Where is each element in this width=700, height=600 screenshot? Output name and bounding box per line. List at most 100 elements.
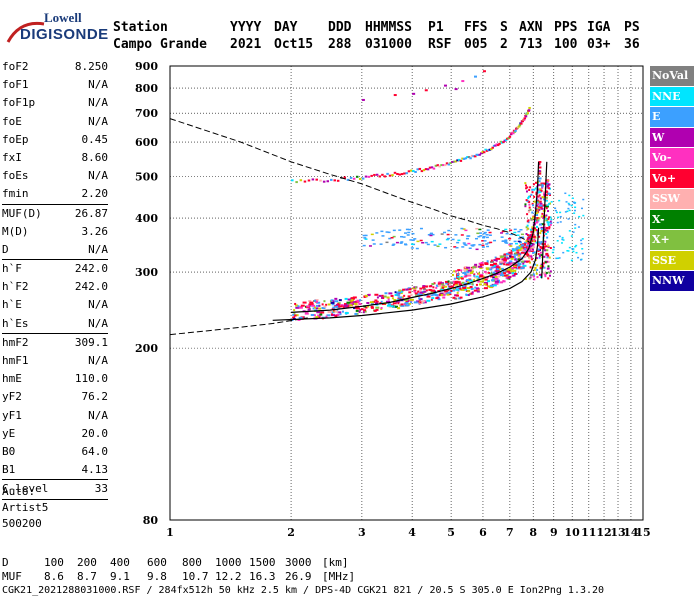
param-name: yF2 (2, 390, 22, 404)
mufrow-value: 9.8 (147, 570, 167, 583)
legend-item-noval: NoVal (650, 66, 694, 87)
param-value: N/A (88, 316, 108, 330)
echo-point (408, 291, 412, 294)
echo-point (514, 263, 518, 266)
echo-point (488, 148, 492, 151)
echo-point (308, 303, 313, 306)
echo-point (542, 198, 545, 201)
echo-point (499, 267, 502, 270)
echo-point (539, 197, 542, 200)
echo-point (357, 300, 361, 303)
echo-point (567, 202, 570, 205)
echo-point (501, 258, 505, 261)
echo-point (581, 248, 584, 250)
echo-point (473, 274, 476, 277)
echo-point (396, 294, 400, 297)
y-tick-label: 300 (135, 266, 158, 279)
legend-item-vo: Vo+ (650, 168, 694, 189)
echo-point (426, 243, 430, 246)
echo-point (313, 314, 316, 317)
echo-point (440, 294, 444, 297)
echo-point (534, 214, 539, 217)
echo-point (538, 194, 541, 197)
echo-point (504, 269, 507, 272)
param-value: 242.0 (74, 262, 108, 276)
echo-point (542, 245, 546, 248)
echo-point (460, 269, 463, 272)
echo-point (506, 137, 509, 140)
echo-point (315, 178, 318, 181)
echo-point (361, 177, 365, 180)
echo-point (375, 300, 379, 303)
echo-point (396, 293, 400, 296)
echo-point (542, 262, 545, 265)
echo-point (402, 288, 406, 291)
echo-point (479, 280, 484, 283)
echo-point (484, 262, 489, 265)
echo-point (566, 210, 569, 213)
echo-point (438, 293, 441, 296)
echo-point (542, 265, 545, 268)
echo-point (506, 269, 511, 272)
echo-point (537, 177, 542, 180)
echo-point (535, 212, 538, 215)
echo-point (518, 124, 522, 127)
echo-point (464, 288, 468, 291)
echo-point (456, 281, 461, 284)
echo-point (517, 240, 521, 243)
echo-point (333, 179, 337, 182)
echo-point (528, 106, 531, 109)
echo-point (485, 272, 489, 275)
echo-point (445, 238, 449, 241)
echo-point (378, 175, 382, 178)
echo-point (467, 294, 470, 297)
echo-point (353, 302, 356, 305)
drow-label: D (2, 556, 9, 569)
echo-point (307, 179, 311, 182)
echo-point (481, 246, 485, 248)
echo-point (292, 316, 296, 319)
echo-point (481, 150, 484, 153)
param-separator (2, 203, 108, 205)
echo-point (490, 148, 493, 151)
echo-point (363, 295, 366, 298)
echo-point (479, 263, 484, 266)
echo-point (568, 194, 571, 197)
echo-point (476, 290, 480, 293)
echo-point (460, 227, 464, 230)
echo-point (564, 192, 567, 195)
param-name: M(D) (2, 224, 29, 238)
echo-point (531, 188, 534, 191)
echo-point (397, 307, 401, 310)
echo-point (299, 179, 303, 182)
echo-point (475, 153, 479, 156)
echo-point (525, 187, 528, 190)
echo-point (443, 164, 447, 167)
echo-point (527, 243, 531, 246)
echo-point (424, 89, 428, 92)
echo-point (449, 293, 452, 296)
echo-point (417, 290, 420, 293)
echo-point (406, 234, 410, 236)
mufrow-value: 10.7 (182, 570, 209, 583)
echo-point (559, 211, 562, 214)
echo-point (538, 208, 541, 211)
echo-point (293, 313, 296, 316)
echo-point (467, 269, 472, 272)
param-name: MUF(D) (2, 206, 42, 220)
echo-point (508, 267, 512, 270)
echo-point (554, 209, 557, 212)
echo-point (538, 223, 542, 226)
echo-point (543, 229, 546, 232)
header-label-7: S (500, 20, 508, 35)
echo-point (547, 277, 550, 280)
param-value: N/A (88, 169, 108, 183)
echo-point (528, 237, 533, 240)
echo-point (513, 228, 517, 231)
echo-point (510, 257, 514, 260)
param-value: 8.250 (74, 60, 108, 73)
echo-point (414, 286, 417, 289)
echo-point (570, 235, 573, 237)
echo-point (546, 200, 549, 202)
echo-point (533, 251, 536, 254)
